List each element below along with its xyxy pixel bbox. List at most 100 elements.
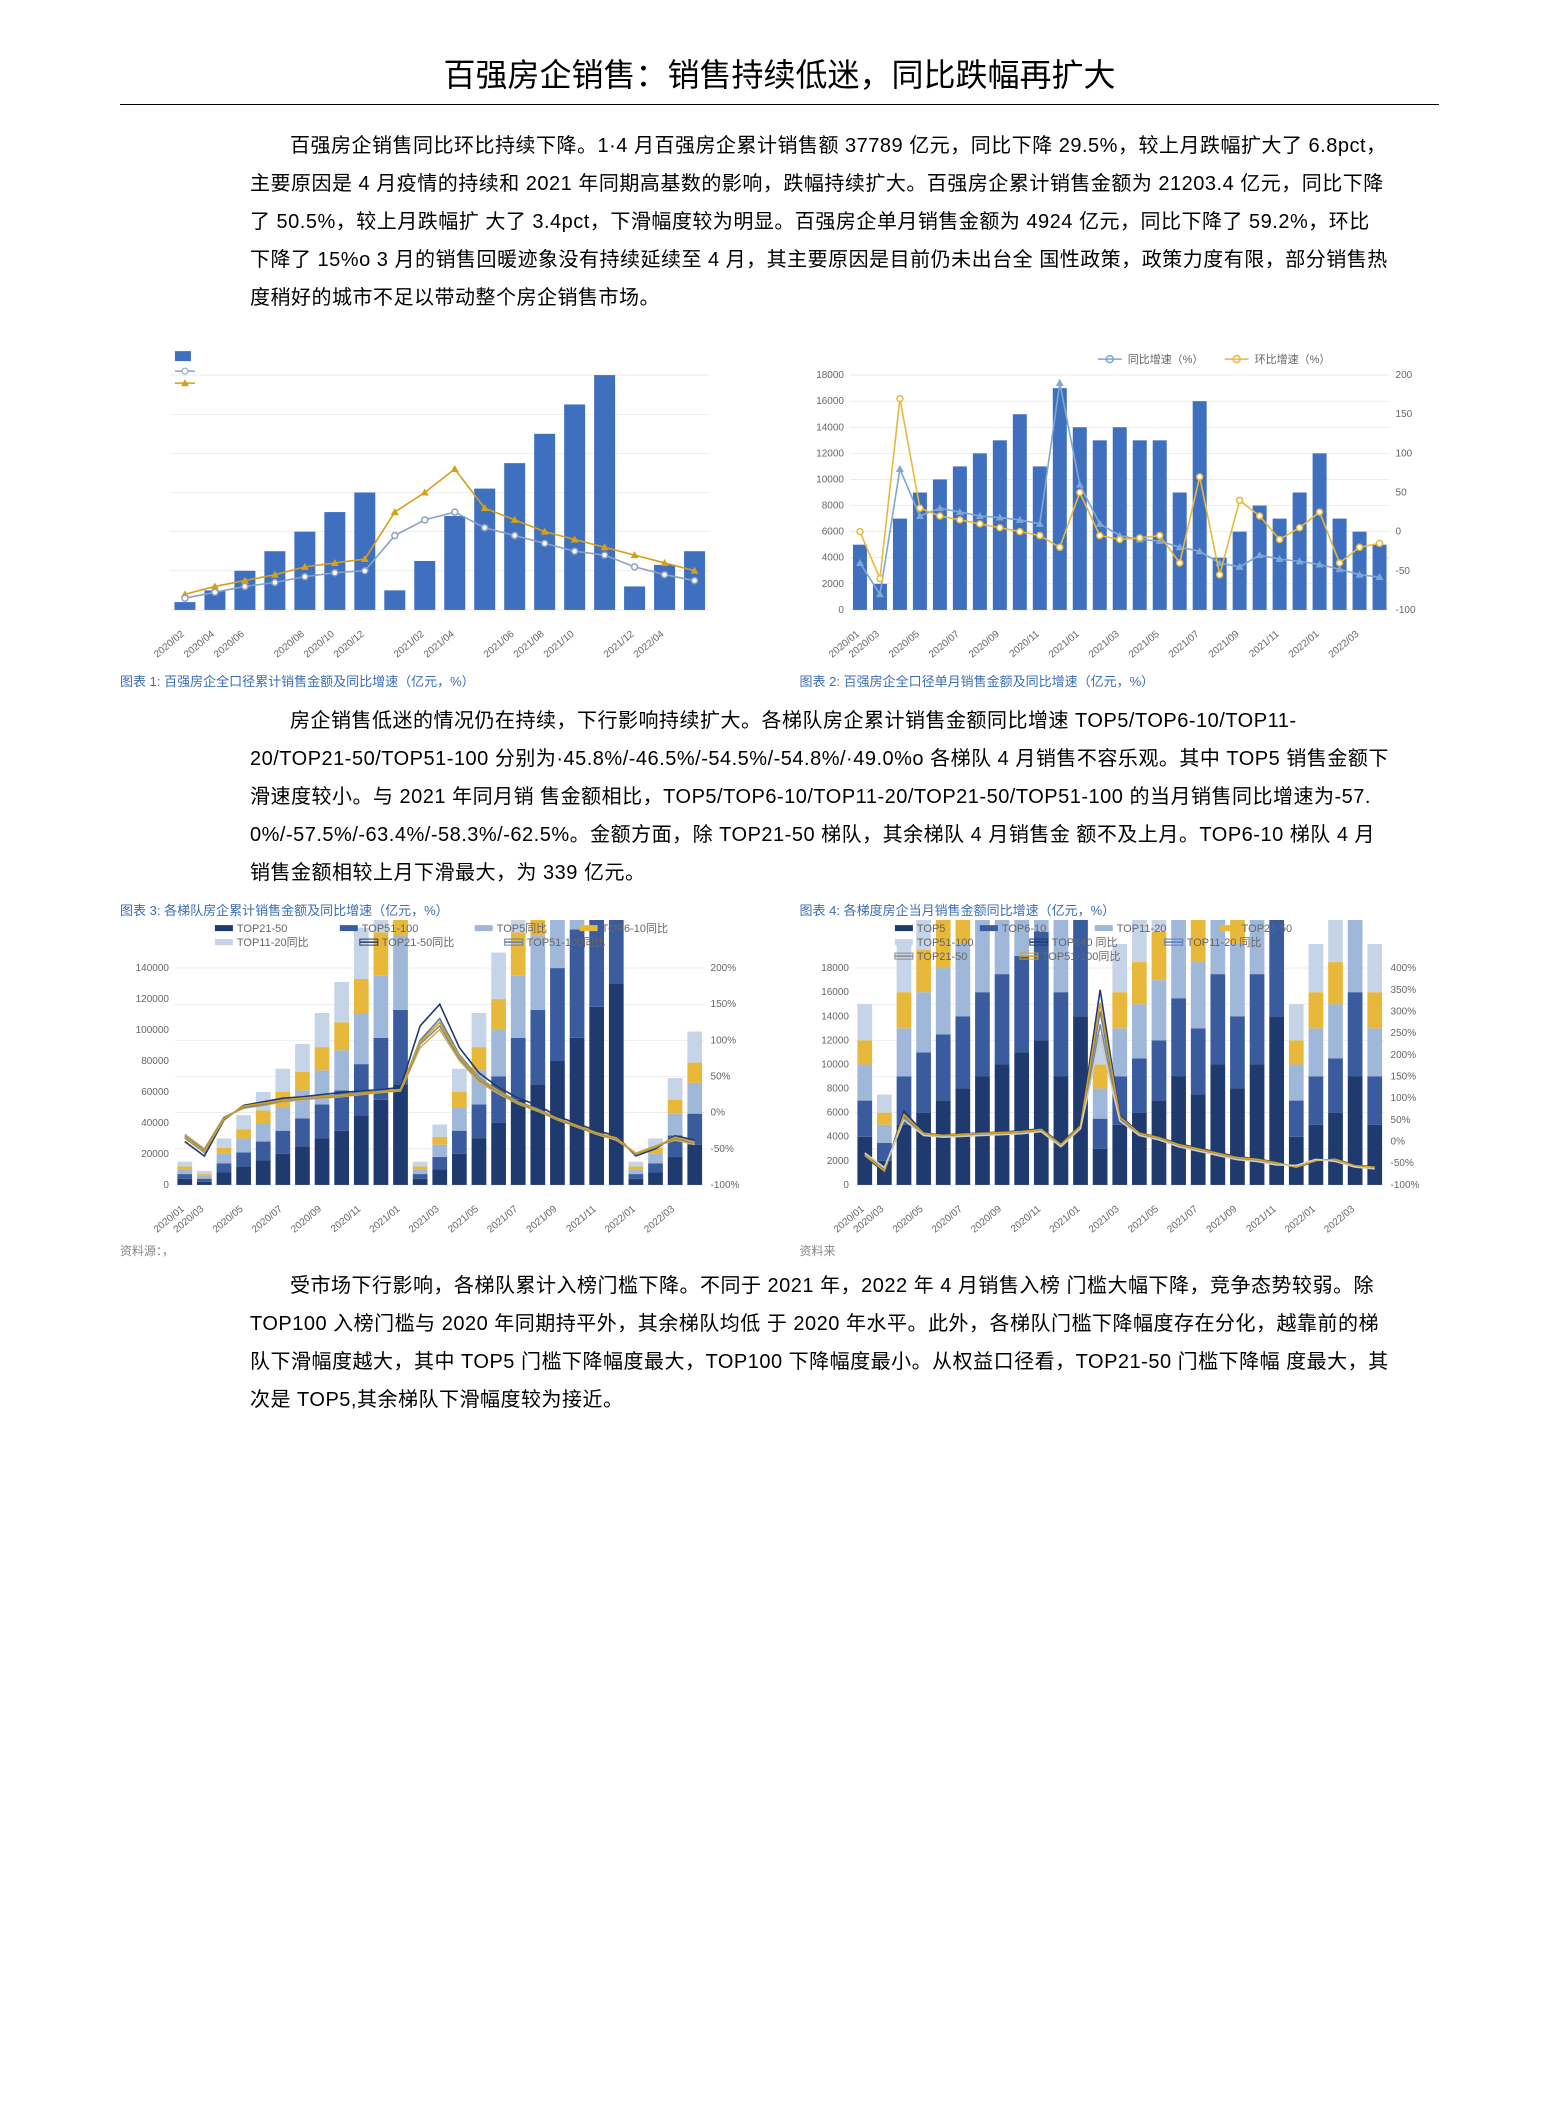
chart-4: 0200040006000800010000120001400016000180… xyxy=(800,920,1440,1259)
svg-text:2021/04: 2021/04 xyxy=(422,628,457,660)
paragraph-3: 受市场下行影响，各梯队累计入榜门槛下降。不同于 2021 年，2022 年 4 … xyxy=(250,1267,1389,1419)
svg-text:2021/01: 2021/01 xyxy=(368,1203,403,1235)
svg-text:TOP6-10: TOP6-10 xyxy=(1001,923,1045,935)
chart-3-source: 资料源：， xyxy=(120,1242,760,1259)
chart-1-svg: 2020/022020/042020/062020/082020/102020/… xyxy=(120,345,760,665)
svg-text:200%: 200% xyxy=(711,963,737,974)
svg-text:2020/11: 2020/11 xyxy=(1007,628,1041,659)
svg-text:2021/07: 2021/07 xyxy=(1165,1203,1200,1235)
svg-text:0%: 0% xyxy=(1390,1137,1405,1148)
svg-text:-50%: -50% xyxy=(1390,1158,1413,1169)
svg-text:4000: 4000 xyxy=(821,553,844,564)
svg-text:0: 0 xyxy=(1395,527,1401,538)
svg-text:250%: 250% xyxy=(1390,1028,1416,1039)
chart-3-caption: 图表 3: 各梯队房企累计销售金额及同比增速（亿元，%） xyxy=(120,900,449,919)
svg-text:2020/11: 2020/11 xyxy=(1009,1203,1043,1234)
chart-3: 020000400006000080000100000120000140000-… xyxy=(120,920,760,1259)
svg-text:2022/01: 2022/01 xyxy=(1286,628,1321,660)
svg-text:2020/06: 2020/06 xyxy=(212,628,247,660)
svg-text:TOP640 同比: TOP640 同比 xyxy=(1051,936,1117,949)
svg-text:12000: 12000 xyxy=(816,448,844,459)
svg-text:-100%: -100% xyxy=(711,1180,740,1191)
svg-text:2021/01: 2021/01 xyxy=(1047,1203,1082,1235)
svg-text:10000: 10000 xyxy=(821,1059,849,1070)
svg-text:2020/09: 2020/09 xyxy=(969,1203,1004,1235)
svg-text:2021/03: 2021/03 xyxy=(1086,1203,1121,1235)
svg-text:2020/04: 2020/04 xyxy=(182,628,217,660)
svg-text:14000: 14000 xyxy=(821,1011,849,1022)
svg-text:TOP51-100: TOP51-100 xyxy=(916,937,973,949)
svg-text:60000: 60000 xyxy=(141,1087,169,1098)
svg-text:2021/02: 2021/02 xyxy=(392,628,427,660)
svg-text:100%: 100% xyxy=(711,1035,737,1046)
svg-text:6000: 6000 xyxy=(821,527,844,538)
chart-2: 0200040006000800010000120001400016000180… xyxy=(800,345,1440,694)
svg-text:400%: 400% xyxy=(1390,963,1416,974)
svg-text:2020/05: 2020/05 xyxy=(890,1203,925,1235)
title-divider xyxy=(120,104,1439,105)
svg-text:2021/08: 2021/08 xyxy=(512,628,547,660)
svg-text:2020/09: 2020/09 xyxy=(289,1203,324,1235)
svg-text:2021/07: 2021/07 xyxy=(1166,628,1201,660)
svg-text:2021/05: 2021/05 xyxy=(1126,628,1161,660)
svg-text:TOP21-50: TOP21-50 xyxy=(1241,923,1291,935)
svg-text:2020/07: 2020/07 xyxy=(250,1203,285,1235)
paragraph-2: 房企销售低迷的情况仍在持续，下行影响持续扩大。各梯队房企累计销售金额同比增速 T… xyxy=(250,702,1389,892)
svg-text:80000: 80000 xyxy=(141,1056,169,1067)
svg-text:200: 200 xyxy=(1395,370,1412,381)
svg-text:2021/01: 2021/01 xyxy=(1046,628,1081,660)
svg-text:100000: 100000 xyxy=(136,1025,170,1036)
svg-text:12000: 12000 xyxy=(821,1035,849,1046)
svg-text:100: 100 xyxy=(1395,448,1412,459)
svg-text:2022/01: 2022/01 xyxy=(603,1203,638,1235)
svg-text:4000: 4000 xyxy=(826,1132,849,1143)
svg-text:TOP5: TOP5 xyxy=(916,923,945,935)
svg-text:8000: 8000 xyxy=(821,501,844,512)
svg-text:16000: 16000 xyxy=(821,987,849,998)
svg-text:TOP21-50: TOP21-50 xyxy=(237,923,287,935)
svg-text:2022/04: 2022/04 xyxy=(632,628,667,660)
svg-text:TOP11-20: TOP11-20 xyxy=(1116,923,1166,935)
svg-text:0: 0 xyxy=(843,1180,849,1191)
svg-text:TOP11-20同比: TOP11-20同比 xyxy=(237,936,309,949)
svg-text:2020/05: 2020/05 xyxy=(211,1203,246,1235)
svg-text:2020/10: 2020/10 xyxy=(302,628,337,660)
svg-text:2020/07: 2020/07 xyxy=(930,1203,965,1235)
svg-text:140000: 140000 xyxy=(136,963,170,974)
svg-text:TOP11-20 同比: TOP11-20 同比 xyxy=(1186,936,1261,949)
svg-text:2021/11: 2021/11 xyxy=(564,1203,598,1234)
svg-text:2022/03: 2022/03 xyxy=(1322,1203,1357,1235)
svg-text:2021/06: 2021/06 xyxy=(482,628,517,660)
svg-text:16000: 16000 xyxy=(816,396,844,407)
svg-text:200%: 200% xyxy=(1390,1050,1416,1061)
chart-3-svg: 020000400006000080000100000120000140000-… xyxy=(120,920,760,1240)
chart-2-caption: 图表 2: 百强房企全口径单月销售金额及同比增速（亿元，%） xyxy=(800,671,1440,690)
svg-text:TOP6-10同比: TOP6-10同比 xyxy=(602,922,668,935)
svg-text:环比增速（%）: 环比增速（%） xyxy=(1254,352,1330,366)
svg-text:TOP51-100: TOP51-100 xyxy=(362,923,419,935)
chart-4-svg: 0200040006000800010000120001400016000180… xyxy=(800,920,1440,1240)
svg-text:40000: 40000 xyxy=(141,1118,169,1129)
chart-1: 2020/022020/042020/062020/082020/102020/… xyxy=(120,345,760,694)
svg-text:2022/01: 2022/01 xyxy=(1283,1203,1318,1235)
svg-text:2021/09: 2021/09 xyxy=(525,1203,560,1235)
svg-text:150: 150 xyxy=(1395,409,1412,420)
svg-text:2022/03: 2022/03 xyxy=(642,1203,677,1235)
chart-4-source: 资料来 xyxy=(800,1242,1440,1259)
svg-text:2021/09: 2021/09 xyxy=(1204,1203,1239,1235)
svg-text:-50: -50 xyxy=(1395,566,1410,577)
charts-row-2: 020000400006000080000100000120000140000-… xyxy=(120,920,1439,1259)
svg-text:-100: -100 xyxy=(1395,605,1415,616)
svg-text:2020/09: 2020/09 xyxy=(967,628,1002,660)
svg-text:2021/07: 2021/07 xyxy=(485,1203,520,1235)
svg-text:-50%: -50% xyxy=(711,1144,734,1155)
svg-text:2020/12: 2020/12 xyxy=(332,628,367,660)
svg-text:50%: 50% xyxy=(1390,1115,1410,1126)
svg-text:0: 0 xyxy=(838,605,844,616)
svg-text:TOP21-50同比: TOP21-50同比 xyxy=(382,936,454,949)
svg-text:2021/10: 2021/10 xyxy=(542,628,577,660)
svg-text:14000: 14000 xyxy=(816,422,844,433)
chart-4-caption: 图表 4: 各梯度房企当月销售金额同比增速（亿元，%） xyxy=(800,900,1116,919)
svg-text:2000: 2000 xyxy=(826,1156,849,1167)
svg-text:2021/12: 2021/12 xyxy=(602,628,637,660)
